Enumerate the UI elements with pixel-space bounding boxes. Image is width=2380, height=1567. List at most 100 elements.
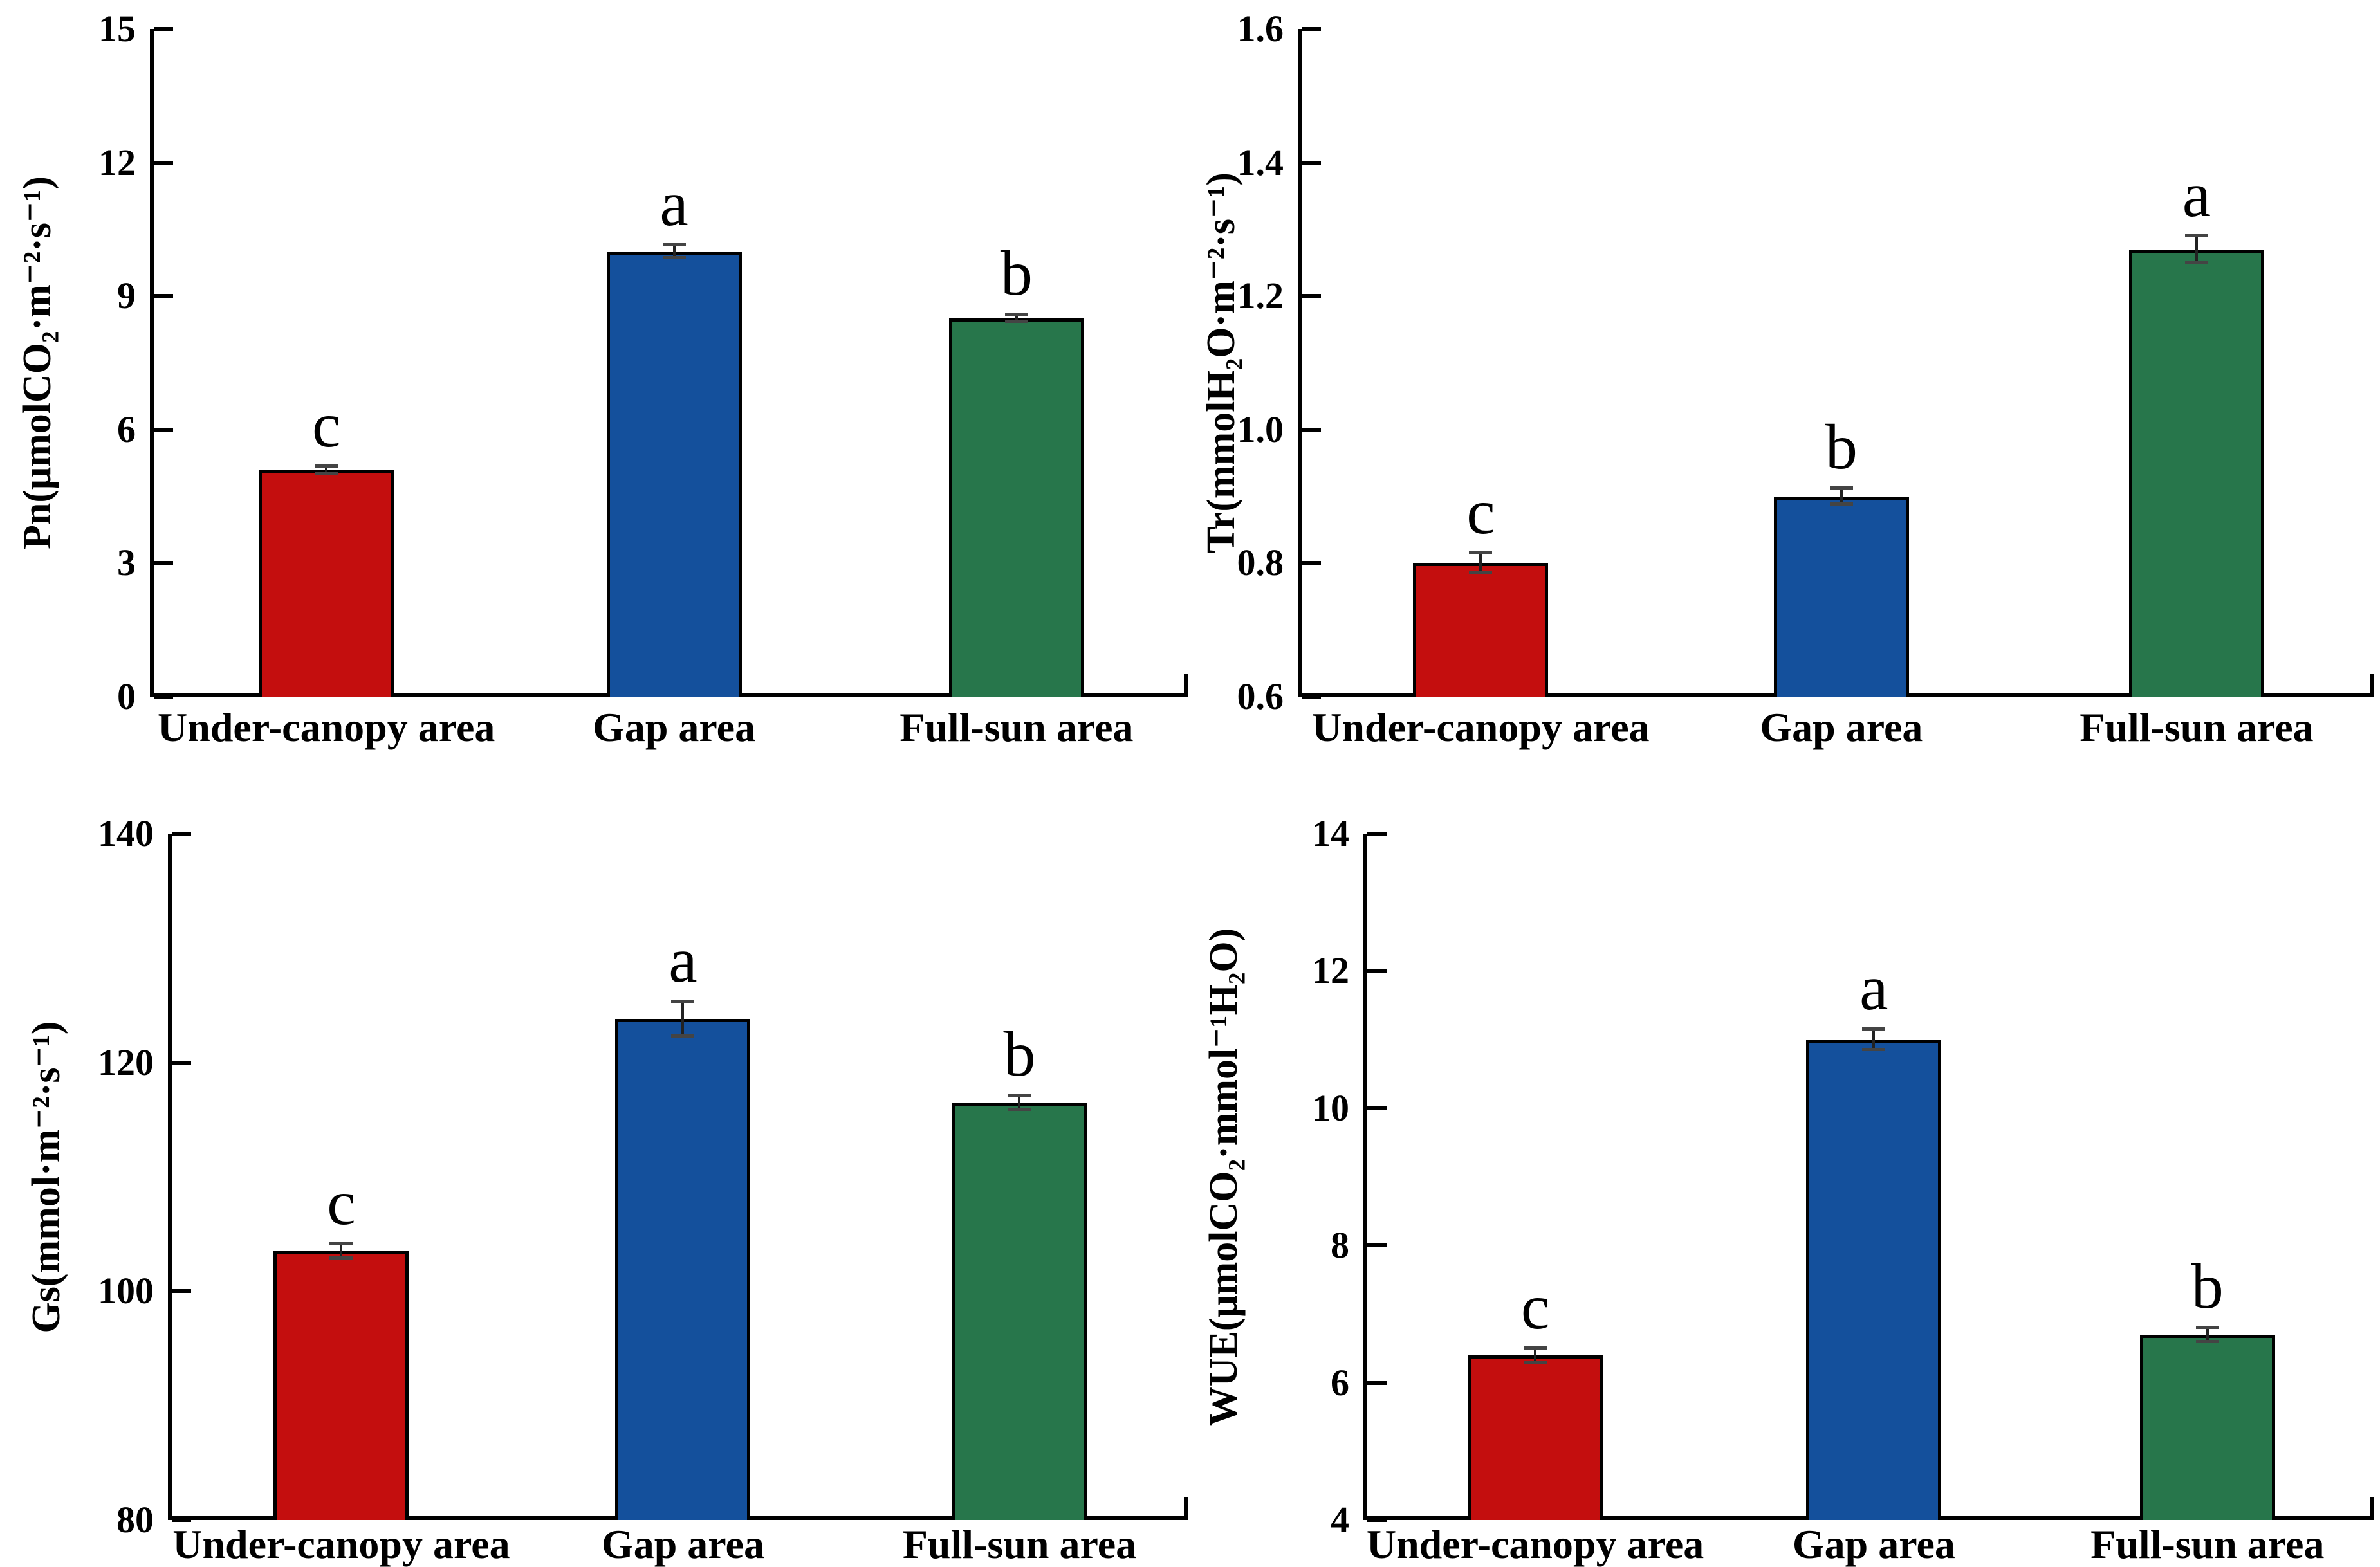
significance-letter-a: a [2182,158,2211,230]
y-tick-label: 8 [1331,1224,1349,1267]
significance-letter-b: b [2191,1251,2224,1323]
y-tick-label: 10 [1312,1086,1349,1129]
y-tick [172,832,191,836]
y-tick-label: 6 [117,408,136,450]
error-bar-cap-top [1524,1346,1547,1350]
error-bar-cap-top [662,243,686,246]
error-bar-cap-top [671,1000,695,1003]
error-bar-cap-bottom [2184,261,2208,264]
error-bar-cap-bottom [329,1256,353,1260]
panel-pn: Pn(μmolCO₂·m⁻²·s⁻¹) c a b 0 3 6 9 12 15 Under-ca… [0,0,1190,782]
error-bar-gap-area [681,1002,685,1036]
x-category-label-under-canopy-area: Under-canopy area [1366,1521,1704,1567]
y-tick-label: 15 [98,8,136,50]
error-bar-cap-top [2195,1326,2219,1330]
bar-under-canopy-area [273,1251,409,1520]
y-tick-label: 9 [117,275,136,317]
y-tick-label: 1.6 [1237,8,1284,50]
bar-full-sun-area [948,318,1084,697]
y-tick [172,1518,191,1522]
x-category-label-gap-area: Gap area [1760,704,1923,750]
error-bar-cap-bottom [1004,320,1028,324]
bar-gap-area [1806,1040,1942,1520]
y-axis [150,29,154,697]
y-tick-label: 0.8 [1237,542,1284,584]
y-tick [1367,1106,1387,1110]
significance-letter-c: c [1466,475,1495,547]
y-tick-label: 120 [98,1041,154,1083]
y-tick-label: 1.2 [1237,275,1284,317]
error-bar-cap-top [1469,551,1493,554]
y-tick [154,695,173,699]
error-bar-cap-bottom [1862,1048,1886,1052]
plot-area-pn: c a b [150,27,1188,699]
y-tick-label: 12 [98,141,136,183]
y-axis [168,834,172,1520]
plot-area-wue: c a b [1363,832,2374,1522]
error-bar-cap-bottom [662,256,686,260]
error-bar-cap-top [315,464,338,468]
plot-area-tr: c b a [1298,27,2374,699]
y-axis-label-wue: WUE(μmolCO₂·mmol⁻¹H₂O) [1202,928,1246,1426]
y-tick [1302,294,1321,298]
y-axis-label-pn: Pn(μmolCO₂·m⁻²·s⁻¹) [15,176,59,550]
y-tick [1302,695,1321,699]
error-bar-under-canopy-area [340,1244,343,1258]
y-tick-label: 1.0 [1237,408,1284,450]
error-bar-cap-bottom [2195,1339,2219,1343]
y-tick-label: 0.6 [1237,675,1284,717]
x-category-label-under-canopy-area: Under-canopy area [1312,704,1650,750]
x-category-label-under-canopy-area: Under-canopy area [158,704,495,750]
error-bar-full-sun-area [1015,315,1018,322]
y-tick-label: 12 [1312,949,1349,992]
x-category-label-gap-area: Gap area [601,1521,764,1567]
y-tick-label: 4 [1331,1499,1349,1541]
y-tick [1367,1380,1387,1385]
error-bar-cap-top [2184,234,2208,237]
bar-under-canopy-area [1468,1355,1603,1520]
x-axis-end-tick [1184,1497,1188,1516]
y-tick [154,427,173,432]
error-bar-full-sun-area [2206,1328,2209,1342]
y-tick [154,27,173,31]
error-bar-cap-top [1004,313,1028,316]
y-tick-label: 100 [98,1270,154,1312]
y-tick [1302,160,1321,165]
y-tick-label: 1.4 [1237,141,1284,183]
error-bar-cap-bottom [1008,1107,1031,1111]
y-tick [1302,561,1321,565]
y-tick [1302,27,1321,31]
x-category-label-gap-area: Gap area [593,704,756,750]
y-tick [1367,1518,1387,1522]
bar-under-canopy-area [1413,563,1549,697]
y-tick [1367,1243,1387,1248]
y-tick [154,160,173,165]
error-bar-cap-top [1829,486,1853,490]
error-bar-cap-bottom [315,471,338,475]
significance-letter-c: c [327,1167,356,1239]
error-bar-gap-area [672,244,676,259]
y-axis [1298,29,1302,697]
error-bar-under-canopy-area [1479,553,1482,573]
error-bar-under-canopy-area [1534,1348,1537,1362]
x-category-label-under-canopy-area: Under-canopy area [172,1521,510,1567]
y-tick-label: 0 [117,675,136,717]
y-tick [1367,832,1387,836]
y-tick-label: 80 [116,1499,154,1541]
error-bar-gap-area [1840,488,1843,505]
error-bar-under-canopy-area [325,466,328,473]
x-axis-end-tick [2370,674,2374,693]
error-bar-cap-bottom [1829,502,1853,506]
plot-area-gs: c a b [168,832,1188,1522]
significance-letter-a: a [669,924,697,996]
x-category-label-full-sun-area: Full-sun area [2080,704,2314,750]
error-bar-cap-bottom [1469,571,1493,574]
significance-letter-b: b [1825,411,1858,483]
x-category-label-gap-area: Gap area [1792,1521,1955,1567]
bar-full-sun-area [2139,1334,2275,1520]
x-category-label-full-sun-area: Full-sun area [899,704,1134,750]
bar-full-sun-area [2128,249,2264,697]
error-bar-full-sun-area [2195,235,2198,263]
significance-letter-b: b [1000,237,1033,309]
